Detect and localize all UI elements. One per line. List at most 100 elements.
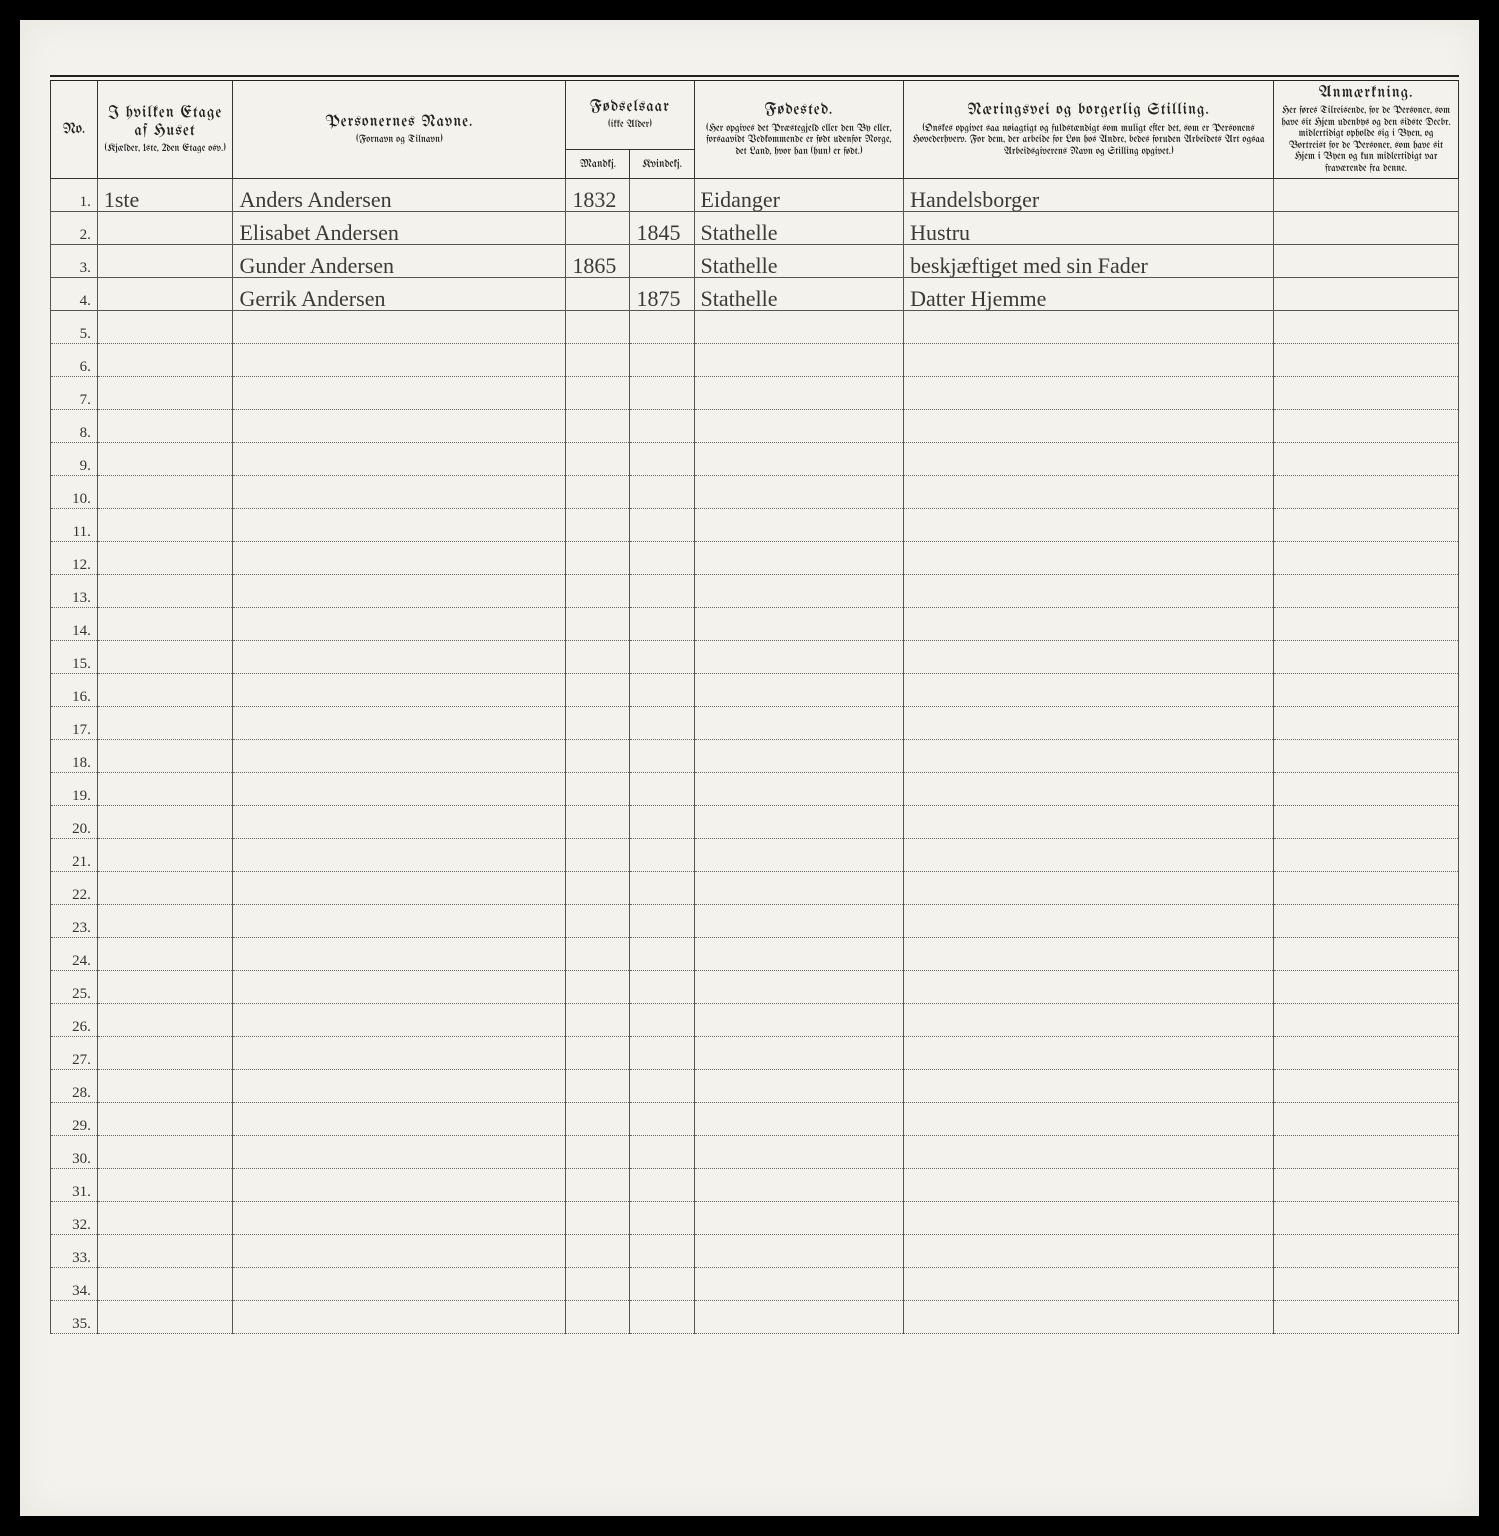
header-no: No. xyxy=(51,81,98,179)
table-row: 25. xyxy=(51,971,1459,1004)
cell-year-k: 1875 xyxy=(630,278,694,311)
cell-anm xyxy=(1274,1268,1459,1301)
table-row: 9. xyxy=(51,443,1459,476)
cell-no: 10. xyxy=(51,476,98,509)
table-row: 29. xyxy=(51,1103,1459,1136)
cell-year-k xyxy=(630,1268,694,1301)
cell-name xyxy=(233,476,566,509)
table-row: 4.Gerrik Andersen1875StathelleDatter Hje… xyxy=(51,278,1459,311)
cell-anm xyxy=(1274,1103,1459,1136)
cell-no: 8. xyxy=(51,410,98,443)
cell-place xyxy=(694,608,904,641)
cell-no: 1. xyxy=(51,179,98,212)
cell-no: 17. xyxy=(51,707,98,740)
cell-etage xyxy=(97,938,233,971)
cell-no: 34. xyxy=(51,1268,98,1301)
header-fodselsaar-sub: (ikke Alder) xyxy=(572,119,687,131)
cell-status xyxy=(904,377,1274,410)
cell-no: 12. xyxy=(51,542,98,575)
cell-etage xyxy=(97,278,233,311)
table-row: 28. xyxy=(51,1070,1459,1103)
cell-name xyxy=(233,839,566,872)
header-mandkj: Mandkj. xyxy=(566,149,630,179)
cell-year-m xyxy=(566,344,630,377)
cell-name: Gerrik Andersen xyxy=(233,278,566,311)
cell-place xyxy=(694,575,904,608)
cell-place xyxy=(694,1169,904,1202)
cell-status xyxy=(904,1235,1274,1268)
cell-year-m xyxy=(566,1301,630,1334)
cell-year-k xyxy=(630,872,694,905)
header-etage-sub: (Kjælder, 1ste, 2den Etage osv.) xyxy=(104,143,227,155)
cell-anm xyxy=(1274,509,1459,542)
cell-status xyxy=(904,1136,1274,1169)
cell-no: 13. xyxy=(51,575,98,608)
cell-place xyxy=(694,1301,904,1334)
table-row: 14. xyxy=(51,608,1459,641)
cell-place xyxy=(694,806,904,839)
cell-year-m xyxy=(566,839,630,872)
cell-no: 4. xyxy=(51,278,98,311)
cell-no: 33. xyxy=(51,1235,98,1268)
table-row: 33. xyxy=(51,1235,1459,1268)
table-row: 22. xyxy=(51,872,1459,905)
census-page: No. I hvilken Etage af Huset (Kjælder, 1… xyxy=(20,20,1479,1516)
header-stilling-main: Næringsvei og borgerlig Stilling. xyxy=(910,102,1267,120)
header-etage: I hvilken Etage af Huset (Kjælder, 1ste,… xyxy=(97,81,233,179)
table-row: 13. xyxy=(51,575,1459,608)
cell-etage xyxy=(97,905,233,938)
cell-etage xyxy=(97,542,233,575)
cell-no: 14. xyxy=(51,608,98,641)
header-fodselsaar-main: Fødselsaar xyxy=(572,99,687,117)
header-etage-main: I hvilken Etage af Huset xyxy=(104,105,227,142)
cell-year-k xyxy=(630,1070,694,1103)
cell-place xyxy=(694,1136,904,1169)
cell-no: 24. xyxy=(51,938,98,971)
cell-status xyxy=(904,641,1274,674)
cell-year-m xyxy=(566,410,630,443)
cell-status xyxy=(904,872,1274,905)
cell-etage xyxy=(97,1235,233,1268)
cell-status: Hustru xyxy=(904,212,1274,245)
cell-status xyxy=(904,806,1274,839)
table-row: 21. xyxy=(51,839,1459,872)
cell-status xyxy=(904,509,1274,542)
cell-anm xyxy=(1274,179,1459,212)
cell-name xyxy=(233,542,566,575)
cell-etage xyxy=(97,377,233,410)
cell-year-m xyxy=(566,773,630,806)
cell-etage xyxy=(97,575,233,608)
cell-name xyxy=(233,377,566,410)
table-body: 1.1steAnders Andersen1832EidangerHandels… xyxy=(51,179,1459,1334)
cell-no: 26. xyxy=(51,1004,98,1037)
cell-year-m xyxy=(566,1070,630,1103)
cell-anm xyxy=(1274,707,1459,740)
cell-no: 15. xyxy=(51,641,98,674)
cell-year-k xyxy=(630,1301,694,1334)
cell-etage xyxy=(97,476,233,509)
cell-place: Stathelle xyxy=(694,245,904,278)
cell-name: Elisabet Andersen xyxy=(233,212,566,245)
cell-no: 30. xyxy=(51,1136,98,1169)
cell-place xyxy=(694,971,904,1004)
cell-place: Eidanger xyxy=(694,179,904,212)
cell-no: 23. xyxy=(51,905,98,938)
cell-year-k: 1845 xyxy=(630,212,694,245)
cell-place xyxy=(694,872,904,905)
cell-status xyxy=(904,1070,1274,1103)
cell-place xyxy=(694,707,904,740)
cell-status xyxy=(904,608,1274,641)
table-row: 19. xyxy=(51,773,1459,806)
cell-name xyxy=(233,1169,566,1202)
cell-status xyxy=(904,971,1274,1004)
cell-name xyxy=(233,344,566,377)
table-row: 32. xyxy=(51,1202,1459,1235)
cell-anm xyxy=(1274,806,1459,839)
cell-year-k xyxy=(630,773,694,806)
cell-year-k xyxy=(630,311,694,344)
cell-place xyxy=(694,344,904,377)
table-head: No. I hvilken Etage af Huset (Kjælder, 1… xyxy=(51,81,1459,179)
cell-year-m xyxy=(566,542,630,575)
cell-name xyxy=(233,1136,566,1169)
cell-name xyxy=(233,1202,566,1235)
